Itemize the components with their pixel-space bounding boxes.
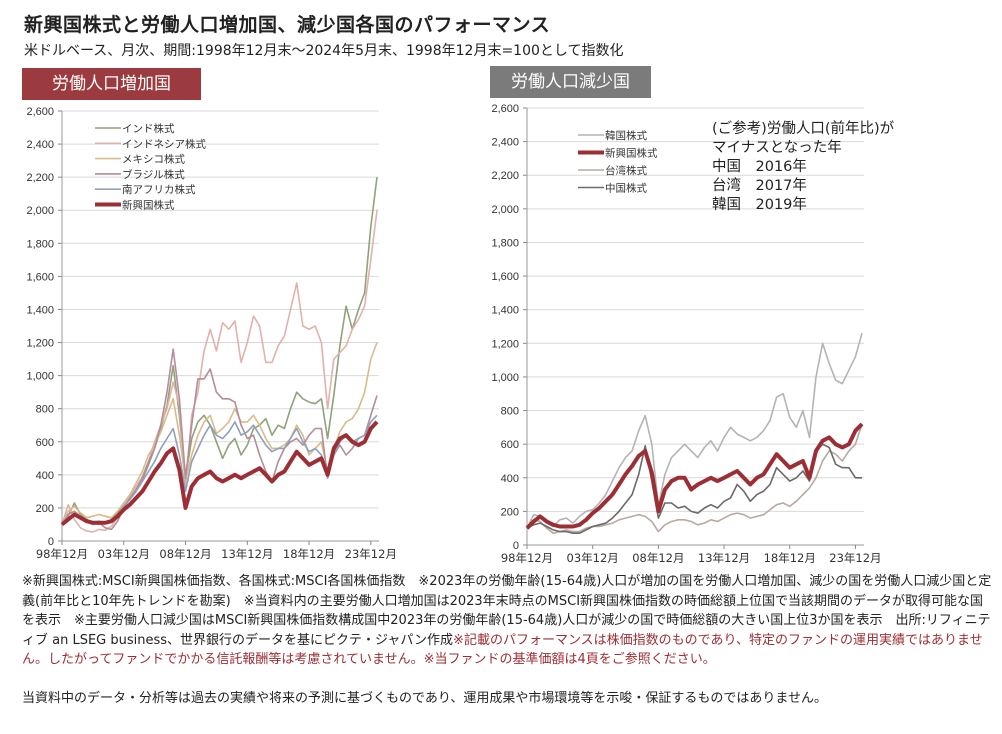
y-tick-label: 2,400: [26, 139, 54, 151]
y-tick-label: 1,400: [26, 304, 54, 316]
y-tick-label: 1,000: [26, 371, 54, 383]
y-tick-label: 1,200: [26, 338, 54, 350]
x-tick-label: 98年12月: [501, 551, 553, 565]
x-tick-label: 08年12月: [159, 547, 211, 561]
panel-label-decline: 労働人口減少国: [490, 66, 651, 98]
annotation-line: マイナスとなった年: [712, 140, 842, 156]
y-tick-label: 800: [36, 404, 54, 416]
y-tick-label: 2,400: [491, 137, 519, 149]
y-tick-label: 1,800: [491, 237, 519, 249]
y-tick-label: 600: [36, 437, 54, 449]
legend-label: メキシコ株式: [122, 153, 185, 166]
legend-label: 新興国株式: [122, 199, 175, 212]
series-line-1: [61, 210, 378, 533]
y-tick-label: 2,200: [26, 172, 54, 184]
x-tick-label: 03年12月: [567, 551, 619, 565]
x-tick-label: 23年12月: [829, 551, 881, 565]
panel-label-growth: 労働人口増加国: [22, 68, 201, 100]
y-tick-label: 1,800: [26, 238, 54, 250]
y-tick-label: 600: [501, 439, 519, 451]
series-line-5: [60, 420, 379, 527]
y-tick-label: 200: [36, 503, 54, 515]
y-tick-label: 400: [501, 473, 519, 485]
y-tick-label: 1,600: [491, 271, 519, 283]
annotation-line: 中国 2016年: [712, 159, 807, 175]
y-tick-label: 800: [501, 406, 519, 418]
x-tick-label: 13年12月: [221, 547, 273, 561]
legend-label: 新興国株式: [605, 147, 658, 160]
disclaimer: 当資料中のデータ・分析等は過去の実績や将来の予測に基づくものであり、運用成果や市…: [22, 691, 827, 706]
series-line-3: [526, 443, 862, 534]
legend-label: 南アフリカ株式: [122, 183, 196, 196]
annotation-line: 韓国 2019年: [712, 197, 807, 213]
page-title: 新興国株式と労働人口増加国、減少国各国のパフォーマンス: [24, 14, 551, 36]
legend-label: 台湾株式: [605, 164, 647, 177]
page-subtitle: 米ドルベース、月次、期間:1998年12月末〜2024年5月末、1998年12月…: [24, 43, 624, 59]
y-tick-label: 1,600: [26, 271, 54, 283]
footnote-text: ※新興国株式:MSCI新興国株価指数、各国株式:MSCI各国株価指数 ※2023…: [22, 574, 992, 648]
y-tick-label: 1,000: [491, 372, 519, 384]
y-tick-label: 0: [513, 540, 519, 552]
series-line-1: [525, 422, 864, 530]
legend-label: 中国株式: [605, 182, 647, 195]
footnote: ※新興国株式:MSCI新興国株価指数、各国株式:MSCI各国株価指数 ※2023…: [22, 572, 992, 670]
footnote-warning: ※記載のパフォーマンスは株価指数のものであり、特定のファンドの運用実績ではありま…: [22, 632, 983, 668]
y-tick-label: 0: [48, 536, 54, 548]
legend-label: ブラジル株式: [122, 168, 185, 181]
annotation-line: 台湾 2017年: [712, 178, 807, 194]
y-tick-label: 2,600: [26, 106, 54, 118]
y-tick-label: 1,200: [491, 338, 519, 350]
x-tick-label: 98年12月: [36, 547, 88, 561]
x-tick-label: 08年12月: [632, 551, 684, 565]
x-tick-label: 23年12月: [345, 547, 397, 561]
y-tick-label: 400: [36, 470, 54, 482]
y-tick-label: 1,400: [491, 305, 519, 317]
reference-annotation: (ご参考)労働人口(前年比)が マイナスとなった年 中国 2016年 台湾 20…: [712, 120, 894, 215]
x-tick-label: 18年12月: [283, 547, 335, 561]
x-tick-label: 13年12月: [698, 551, 750, 565]
y-tick-label: 2,200: [491, 170, 519, 182]
annotation-line: (ご参考)労働人口(前年比)が: [712, 121, 895, 137]
x-tick-label: 03年12月: [98, 547, 150, 561]
y-tick-label: 200: [501, 506, 519, 518]
series-line-3: [61, 348, 378, 531]
legend-label: インド株式: [122, 122, 175, 135]
y-tick-label: 2,000: [26, 205, 54, 217]
y-tick-label: 2,600: [491, 103, 519, 115]
y-tick-label: 2,000: [491, 204, 519, 216]
series-line-0: [526, 332, 863, 529]
legend-label: インドネシア株式: [122, 137, 206, 150]
series-line-2: [526, 423, 863, 534]
x-tick-label: 18年12月: [764, 551, 816, 565]
legend-label: 韓国株式: [605, 129, 647, 142]
